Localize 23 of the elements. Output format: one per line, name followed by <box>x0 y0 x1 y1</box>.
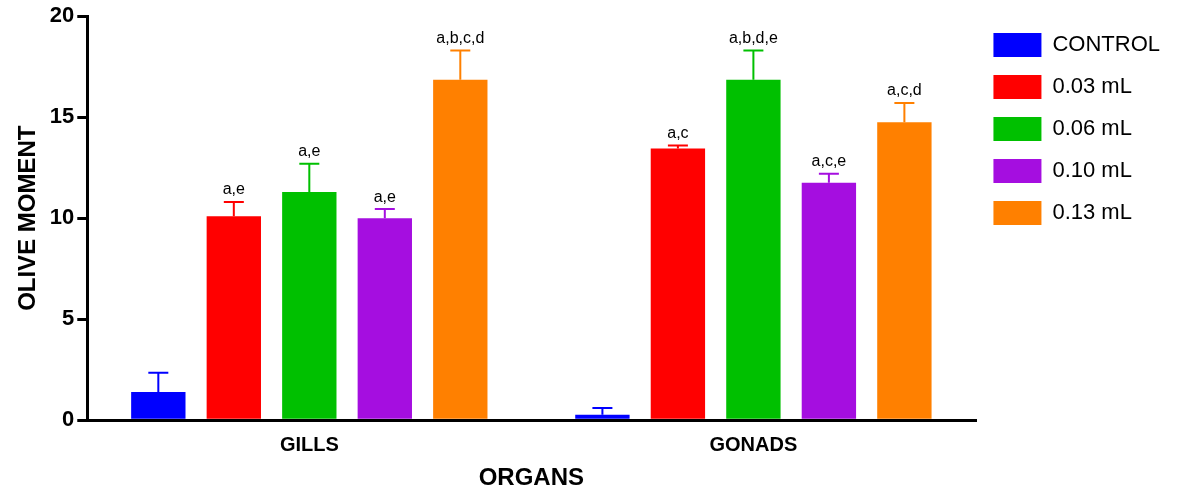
y-tick-label: 15 <box>49 103 75 129</box>
y-tick-label: 10 <box>49 204 75 230</box>
x-axis-title: ORGANS <box>478 463 585 491</box>
data-label: a,c,e <box>811 152 847 170</box>
legend-label: CONTROL <box>1052 31 1160 57</box>
y-axis-title: OLIVE MOMENT <box>13 125 41 311</box>
data-label: a,b,c,d <box>436 28 485 46</box>
data-label: a,b,d,e <box>728 28 778 46</box>
x-tick-label: GONADS <box>709 432 798 455</box>
y-tick-label: 0 <box>62 406 75 432</box>
legend-label: 0.06 mL <box>1052 115 1132 141</box>
y-tick-label: 20 <box>49 2 75 28</box>
x-tick-label: GILLS <box>279 432 339 455</box>
data-label: a,e <box>222 180 246 198</box>
legend-label: 0.10 mL <box>1052 157 1132 183</box>
data-label: a,c,d <box>887 81 922 99</box>
data-label: a,c <box>667 123 689 141</box>
bar <box>650 148 706 419</box>
data-label: a,e <box>298 142 321 160</box>
y-tick-label: 5 <box>62 305 75 331</box>
legend-label: 0.13 mL <box>1052 199 1132 225</box>
legend-label: 0.03 mL <box>1052 73 1132 99</box>
data-label: a,e <box>373 187 397 205</box>
